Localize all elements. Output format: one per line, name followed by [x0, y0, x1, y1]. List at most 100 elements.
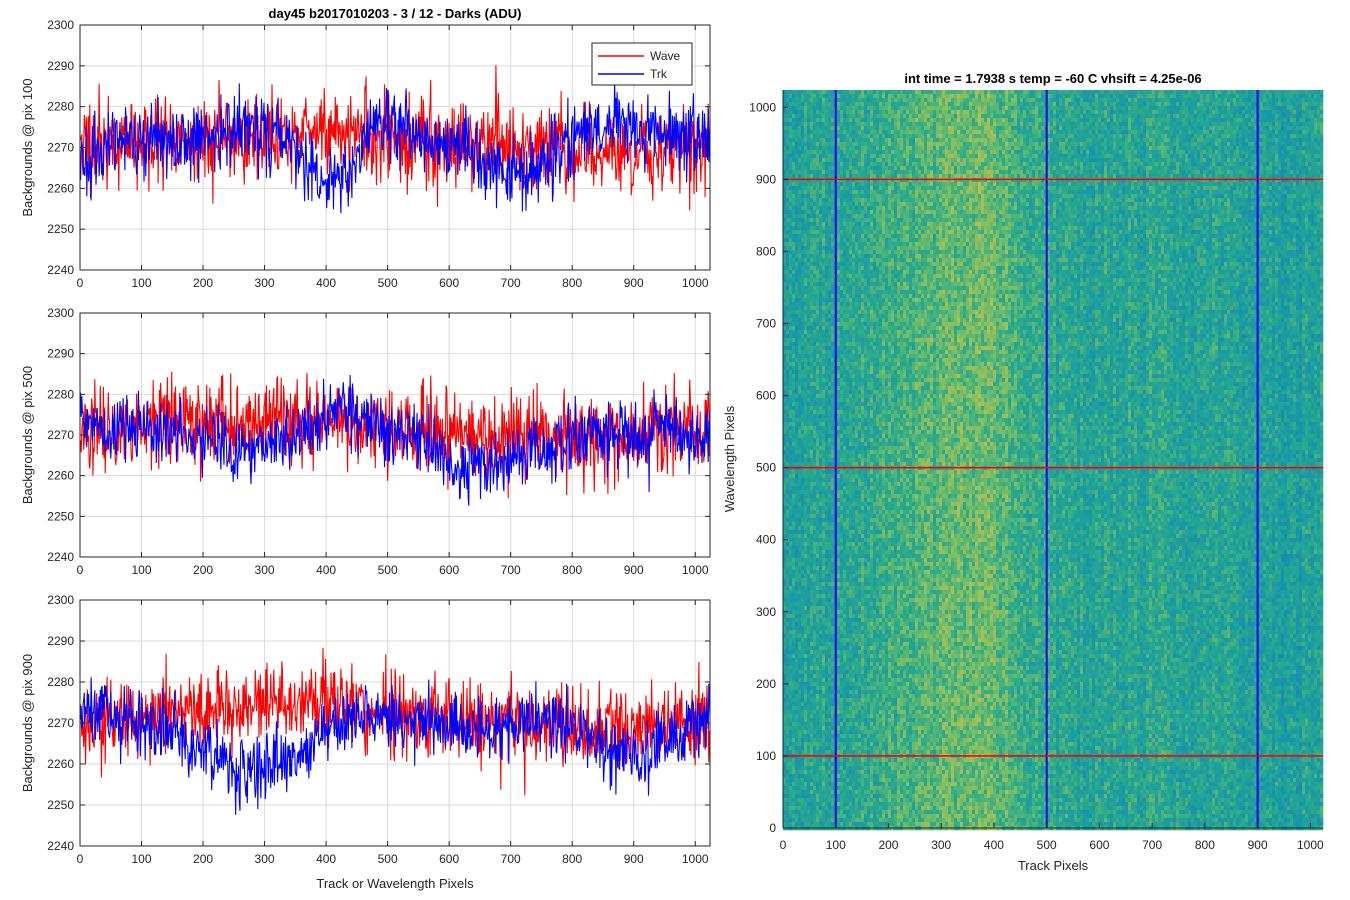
heatmap-cell [801, 650, 805, 655]
heatmap-cell [792, 186, 796, 191]
heatmap-cell [795, 506, 799, 511]
heatmap-cell [807, 550, 811, 555]
heatmap-cell [795, 818, 799, 823]
heatmap-cell [840, 570, 844, 575]
heatmap-cell [840, 134, 844, 139]
heatmap-cell [846, 118, 850, 123]
heatmap-cell [810, 118, 814, 123]
heatmap-cell [819, 106, 823, 111]
heatmap-cell [840, 742, 844, 747]
heatmap-cell [798, 386, 802, 391]
heatmap-cell [813, 522, 817, 527]
heatmap-cell [801, 502, 805, 507]
heatmap-cell [798, 102, 802, 107]
heatmap-cell [831, 262, 835, 267]
heatmap-cell [843, 486, 847, 491]
heatmap-cell [804, 402, 808, 407]
heatmap-cell [792, 374, 796, 379]
heatmap-cell [786, 278, 790, 283]
heatmap-cell [783, 98, 787, 103]
heatmap-cell [828, 398, 832, 403]
heatmap-cell [843, 590, 847, 595]
heatmap-cell [804, 674, 808, 679]
heatmap-cell [813, 794, 817, 799]
heatmap-cell [813, 122, 817, 127]
heatmap-cell [825, 566, 829, 571]
heatmap-cell [786, 382, 790, 387]
heatmap-cell [837, 250, 841, 255]
heatmap-cell [807, 422, 811, 427]
heatmap-cell [822, 458, 826, 463]
heatmap-cell [792, 234, 796, 239]
heatmap-cell [840, 334, 844, 339]
heatmap-cell [831, 586, 835, 591]
heatmap-cell [789, 550, 793, 555]
heatmap-cell [855, 270, 859, 275]
heatmap-cell [819, 758, 823, 763]
heatmap-cell [828, 162, 832, 167]
heatmap-cell [783, 358, 787, 363]
heatmap-cell [837, 322, 841, 327]
heatmap-cell [852, 778, 856, 783]
heatmap-cell [804, 718, 808, 723]
heatmap-cell [819, 762, 823, 767]
heatmap-cell [843, 182, 847, 187]
heatmap-cell [813, 206, 817, 211]
heatmap-cell [783, 606, 787, 611]
heatmap-cell [822, 270, 826, 275]
heatmap-cell [783, 442, 787, 447]
heatmap-cell [840, 806, 844, 811]
heatmap-cell [822, 798, 826, 803]
heatmap-cell [801, 366, 805, 371]
heatmap-cell [804, 682, 808, 687]
heatmap-cell [813, 290, 817, 295]
heatmap-cell [855, 278, 859, 283]
heatmap-cell [819, 470, 823, 475]
heatmap-cell [849, 590, 853, 595]
heatmap-cell [798, 670, 802, 675]
heatmap-cell [849, 290, 853, 295]
heatmap-cell [783, 150, 787, 155]
heatmap-cell [855, 206, 859, 211]
heatmap-cell [819, 798, 823, 803]
heatmap-cell [831, 810, 835, 815]
heatmap-cell [828, 498, 832, 503]
heatmap-cell [858, 530, 862, 535]
heatmap-cell [813, 382, 817, 387]
heatmap-cell [828, 790, 832, 795]
heatmap-cell [852, 694, 856, 699]
heatmap-cell [840, 474, 844, 479]
heatmap-cell [825, 246, 829, 251]
heatmap-cell [840, 446, 844, 451]
heatmap-cell [810, 426, 814, 431]
heatmap-cell [828, 342, 832, 347]
heatmap-cell [858, 206, 862, 211]
heatmap-cell [795, 282, 799, 287]
y-tick-label: 2250 [47, 509, 74, 523]
heatmap-cell [813, 310, 817, 315]
heatmap-cell [789, 726, 793, 731]
heatmap-cell [849, 666, 853, 671]
heatmap-cell [789, 106, 793, 111]
heatmap-cell [813, 154, 817, 159]
heatmap-cell [840, 518, 844, 523]
heatmap-cell [840, 430, 844, 435]
heatmap-cell [789, 318, 793, 323]
heatmap-cell [849, 382, 853, 387]
heatmap-cell [792, 654, 796, 659]
heatmap-cell [828, 602, 832, 607]
heatmap-cell [822, 706, 826, 711]
heatmap-cell [816, 330, 820, 335]
heatmap-cell [810, 678, 814, 683]
heatmap-cell [804, 786, 808, 791]
heatmap-cell [840, 774, 844, 779]
heatmap-cell [819, 586, 823, 591]
heatmap-cell [813, 718, 817, 723]
heatmap-cell [846, 322, 850, 327]
heatmap-cell [819, 206, 823, 211]
heatmap-cell [810, 806, 814, 811]
heatmap-cell [837, 122, 841, 127]
heatmap-cell [831, 362, 835, 367]
heatmap-cell [792, 638, 796, 643]
heatmap-cell [813, 306, 817, 311]
